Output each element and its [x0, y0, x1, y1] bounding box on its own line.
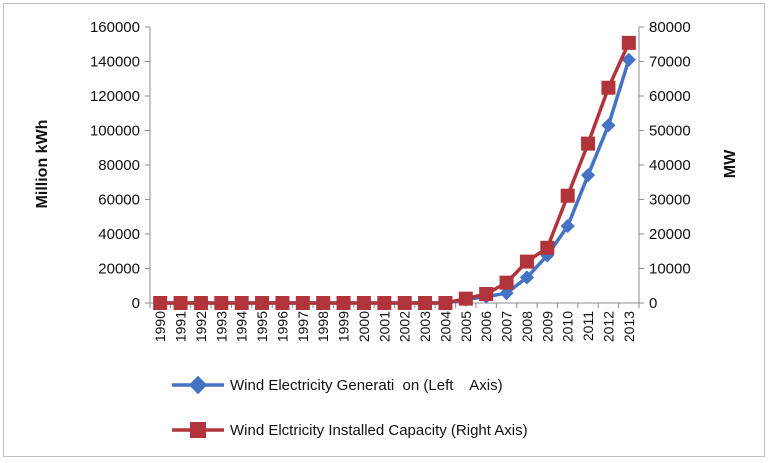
x-tick-label: 2012 [600, 311, 616, 342]
left-tick-label: 20000 [98, 261, 140, 278]
data-point-square [295, 296, 310, 310]
legend-item-generation: Wind Electricity Generati on (Left Axis) [172, 375, 503, 395]
x-tick-label: 2002 [397, 311, 413, 342]
data-point-square [275, 296, 290, 310]
x-tick-label: 2010 [560, 311, 576, 342]
left-tick-label: 80000 [98, 157, 140, 174]
series-layer [153, 35, 636, 311]
right-tick-label: 80000 [649, 19, 691, 36]
legend-marker-diamond [188, 375, 208, 395]
x-tick-label: 1992 [193, 311, 209, 342]
legend: Wind Electricity Generati on (Left Axis)… [172, 375, 528, 439]
data-point-square [214, 296, 229, 310]
right-tick-label: 10000 [649, 261, 691, 278]
x-tick-label: 1993 [213, 311, 229, 342]
data-point-square [397, 296, 412, 310]
data-point-square [377, 296, 392, 310]
left-tick-label: 120000 [90, 88, 140, 105]
x-tick-label: 2004 [437, 311, 453, 342]
x-tick-label: 1998 [315, 311, 331, 342]
left-axis-ticks: 0 20000 40000 60000 80000 100000 120000 140000 1… [90, 19, 150, 312]
data-point-diamond [560, 218, 575, 234]
legend-label-capacity: Wind Elctricity Installed Capacity (Righ… [230, 422, 528, 439]
right-axis-ticks: 0 10000 20000 30000 40000 50000 60000 70000 8000… [639, 19, 691, 312]
x-tick-label: 2006 [478, 311, 494, 342]
right-tick-label: 20000 [649, 226, 691, 243]
data-point-square [581, 136, 596, 151]
data-point-square [255, 296, 270, 310]
series-capacity [153, 35, 636, 310]
data-point-square [458, 291, 473, 306]
left-tick-label: 60000 [98, 192, 140, 209]
x-tick-label: 1991 [173, 311, 189, 342]
data-point-square [336, 296, 351, 310]
x-tick-label: 2008 [519, 311, 535, 342]
data-point-square [519, 254, 534, 269]
data-point-square [316, 296, 331, 310]
left-tick-label: 160000 [90, 19, 140, 36]
x-tick-label: 1996 [274, 311, 290, 342]
data-point-square [153, 296, 168, 310]
data-point-diamond [580, 168, 596, 183]
right-tick-label: 0 [649, 295, 657, 312]
wind-chart: 0200004000060000800001000001200001400001… [34, 19, 739, 439]
data-point-square [418, 296, 433, 310]
right-tick-label: 70000 [649, 54, 691, 71]
right-axis-title: MW [722, 149, 739, 178]
left-tick-label: 40000 [98, 226, 140, 243]
x-tick-label: 2009 [539, 311, 555, 342]
left-axis-title: Million kWh [34, 120, 51, 209]
chart-frame: 0 20000 40000 60000 80000 100000 120000 140000 1… [3, 3, 765, 457]
left-tick-label: 0 [132, 295, 140, 312]
data-point-square [173, 296, 188, 310]
legend-label-generation: Wind Electricity Generati on (Left Axis) [230, 377, 503, 394]
series-line [160, 42, 631, 305]
x-tick-label: 1999 [336, 311, 352, 342]
plot-area [149, 27, 640, 304]
data-point-diamond [601, 118, 616, 133]
x-tick-label: 1997 [295, 311, 311, 342]
x-tick-label: 2000 [356, 311, 372, 342]
data-point-square [234, 296, 249, 310]
x-tick-label: 1990 [152, 311, 168, 342]
data-point-square [438, 296, 453, 310]
x-tick-label: 1994 [234, 311, 250, 342]
data-point-diamond [519, 270, 535, 285]
x-tick-label: 2013 [621, 311, 637, 342]
legend-item-capacity: Wind Elctricity Installed Capacity (Righ… [172, 422, 528, 439]
x-tick-label: 1995 [254, 311, 270, 342]
left-tick-label: 140000 [90, 54, 140, 71]
legend-marker-square [190, 422, 206, 438]
left-tick-label: 100000 [90, 123, 140, 140]
data-point-square [499, 275, 514, 290]
data-point-square [560, 188, 575, 203]
data-point-square [356, 296, 371, 310]
series-line [160, 59, 631, 305]
data-point-square [479, 287, 494, 302]
x-axis-ticks: 1990 1991 1992 1993 1994 1995 1996 1997 1998 1999… [149, 303, 640, 342]
x-tick-label: 2007 [499, 311, 515, 342]
data-point-square [540, 240, 555, 255]
x-tick-label: 2003 [417, 311, 433, 342]
data-point-square [601, 80, 616, 95]
right-tick-label: 30000 [649, 192, 691, 209]
x-tick-label: 2011 [580, 311, 596, 341]
x-tick-label: 2005 [458, 311, 474, 342]
right-tick-label: 50000 [649, 123, 691, 140]
data-point-square [621, 35, 636, 50]
right-tick-label: 40000 [649, 157, 691, 174]
right-tick-label: 60000 [649, 88, 691, 105]
data-point-diamond [621, 52, 636, 67]
data-point-square [193, 296, 208, 310]
series-generation [153, 52, 636, 311]
x-tick-label: 2001 [376, 311, 392, 342]
